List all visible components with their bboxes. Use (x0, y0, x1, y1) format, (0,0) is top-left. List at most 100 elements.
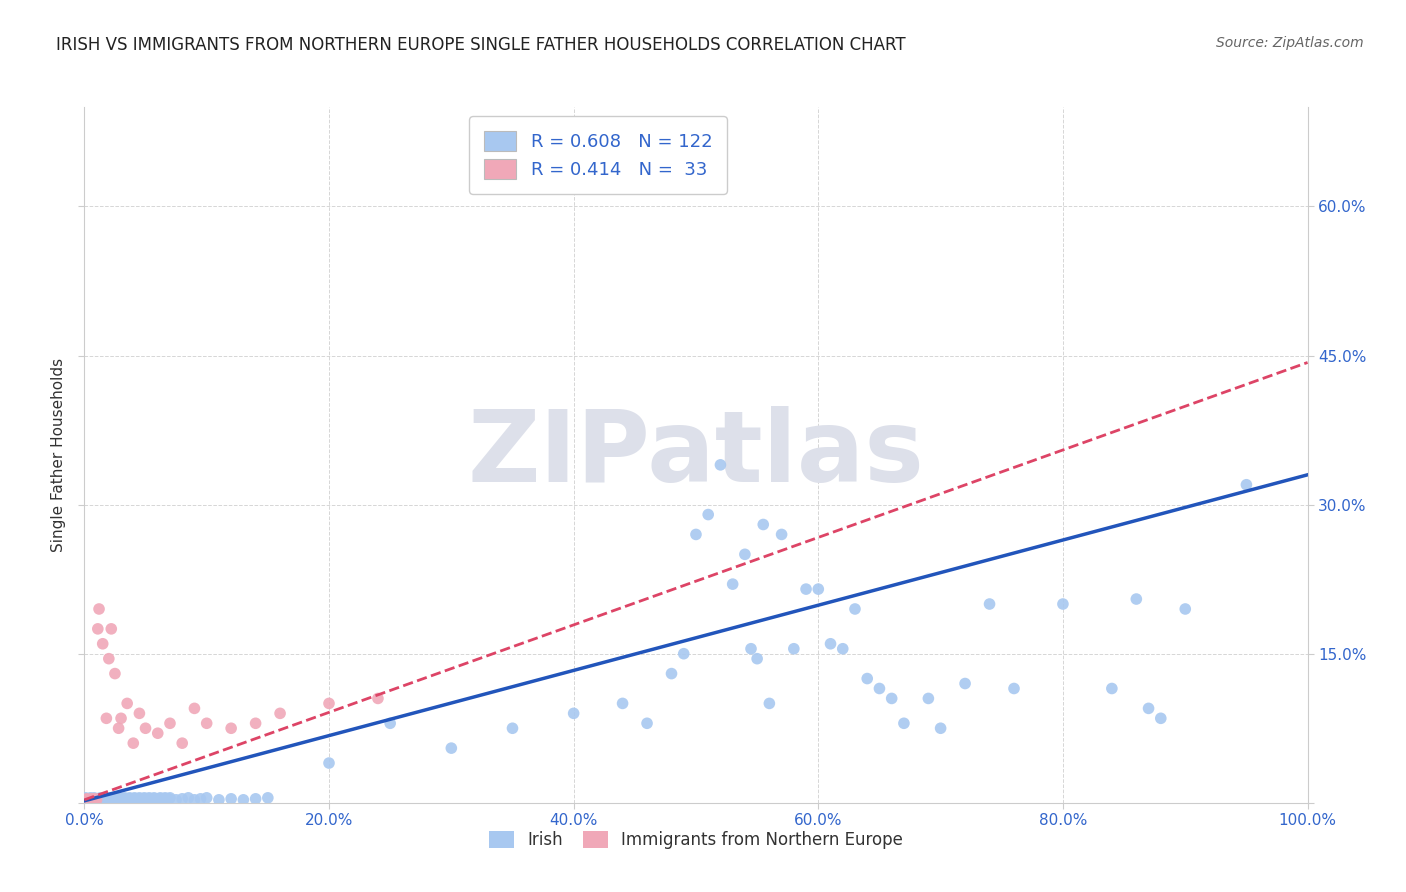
Point (77, 793, 100, 807)
Point (183, 793, 205, 807)
Point (135, 721, 157, 735)
Point (157, 792, 180, 806)
Point (1052, 597, 1074, 611)
Point (142, 792, 165, 806)
Point (122, 736, 145, 750)
Point (87, 792, 110, 806)
Point (721, 577, 744, 591)
Point (104, 666, 127, 681)
Point (183, 701, 205, 715)
Legend: Irish, Immigrants from Northern Europe: Irish, Immigrants from Northern Europe (481, 822, 911, 857)
Point (97, 651, 120, 665)
Point (685, 527, 707, 541)
Point (219, 721, 242, 735)
Point (880, 691, 903, 706)
Point (86, 793, 108, 807)
Point (219, 792, 242, 806)
Point (1236, 477, 1258, 491)
Point (150, 793, 173, 807)
Point (112, 792, 135, 806)
Point (1002, 681, 1025, 696)
Point (740, 641, 762, 656)
Point (929, 721, 952, 735)
Text: IRISH VS IMMIGRANTS FROM NORTHERN EUROPE SINGLE FATHER HOUSEHOLDS CORRELATION CH: IRISH VS IMMIGRANTS FROM NORTHERN EUROPE… (56, 36, 905, 54)
Point (96, 711, 118, 725)
Point (77, 794, 100, 808)
Point (869, 681, 891, 696)
Point (141, 793, 163, 807)
Point (127, 793, 149, 807)
Point (159, 716, 181, 731)
Point (77, 792, 100, 806)
Point (114, 790, 136, 805)
Point (783, 641, 806, 656)
Y-axis label: Single Father Households: Single Father Households (51, 358, 66, 552)
Point (86, 793, 108, 807)
Point (97, 792, 120, 806)
Point (177, 790, 200, 805)
Point (105, 792, 128, 806)
Point (91, 793, 114, 807)
Point (107, 721, 129, 735)
Point (794, 582, 817, 596)
Point (108, 790, 131, 805)
Point (380, 716, 402, 731)
Point (101, 793, 124, 807)
Point (856, 672, 879, 686)
Point (143, 793, 166, 807)
Point (165, 793, 187, 807)
Point (136, 793, 159, 807)
Point (159, 790, 181, 805)
Point (245, 716, 267, 731)
Point (153, 790, 176, 805)
Point (257, 790, 280, 805)
Point (152, 792, 174, 806)
Point (134, 790, 156, 805)
Point (979, 597, 1001, 611)
Point (138, 790, 160, 805)
Point (820, 637, 842, 651)
Point (89, 790, 111, 805)
Point (148, 792, 170, 806)
Point (232, 793, 254, 807)
Point (75, 793, 97, 807)
Point (83, 793, 105, 807)
Point (117, 793, 139, 807)
Point (84, 792, 107, 806)
Point (79, 793, 101, 807)
Point (115, 697, 138, 711)
Point (76, 792, 98, 806)
Point (734, 547, 756, 561)
Point (87, 793, 110, 807)
Point (245, 792, 267, 806)
Point (831, 641, 853, 656)
Point (93, 792, 115, 806)
Point (94, 790, 117, 805)
Point (661, 666, 683, 681)
Point (893, 716, 915, 731)
Point (844, 602, 866, 616)
Point (172, 736, 194, 750)
Point (100, 792, 122, 806)
Point (190, 792, 212, 806)
Point (172, 792, 194, 806)
Point (103, 792, 125, 806)
Point (131, 793, 153, 807)
Point (135, 793, 157, 807)
Point (91, 637, 114, 651)
Point (96, 793, 118, 807)
Point (129, 792, 152, 806)
Point (80, 792, 103, 806)
Point (155, 792, 177, 806)
Point (672, 647, 695, 661)
Point (752, 517, 775, 532)
Point (90, 792, 112, 806)
Point (120, 792, 142, 806)
Point (111, 793, 134, 807)
Point (636, 716, 658, 731)
Point (917, 691, 939, 706)
Point (149, 790, 172, 805)
Point (105, 793, 128, 807)
Point (367, 691, 389, 706)
Point (1137, 701, 1160, 715)
